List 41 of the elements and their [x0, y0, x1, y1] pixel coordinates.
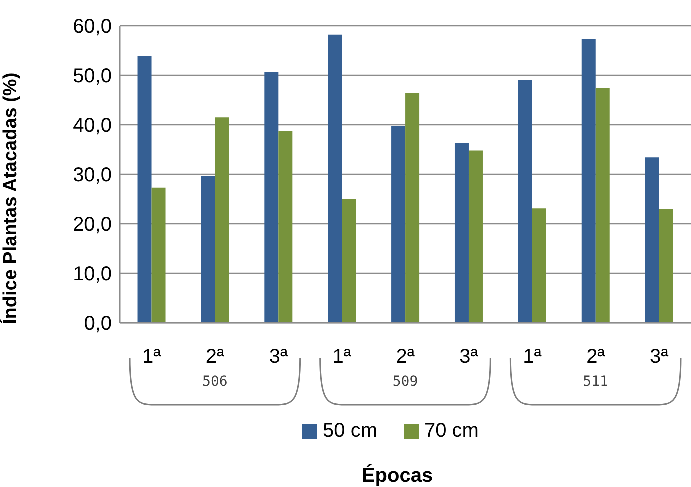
x-tick-label: 2ª — [206, 346, 226, 368]
y-tick-label: 20,0 — [73, 214, 112, 236]
y-tick-label: 60,0 — [73, 16, 112, 38]
bar — [342, 199, 356, 323]
text: 506 — [202, 374, 228, 390]
x-tick-label: 1ª — [332, 346, 352, 368]
x-tick-label: 3ª — [650, 346, 670, 368]
bar — [596, 88, 610, 323]
y-tick-label: 0,0 — [84, 313, 112, 336]
legend-label: 70 cm — [424, 420, 479, 443]
text: 509 — [392, 374, 418, 390]
x-tick-label: 2ª — [586, 346, 606, 368]
bar — [138, 56, 152, 323]
bar — [406, 93, 420, 323]
bar — [201, 176, 216, 323]
bar — [264, 72, 279, 323]
legend-label: 50 cm — [323, 420, 378, 443]
y-tick-label: 40,0 — [73, 115, 112, 138]
y-tick-label: 30,0 — [73, 164, 112, 187]
bar — [215, 118, 230, 323]
bar — [645, 158, 660, 323]
bar — [328, 34, 342, 323]
x-axis-title: Épocas — [362, 464, 434, 487]
bar — [454, 143, 469, 323]
y-tick-label: 50,0 — [73, 66, 112, 88]
bar — [468, 150, 483, 323]
bar — [152, 188, 166, 323]
bar — [582, 39, 596, 323]
x-tick-label: 2ª — [396, 346, 416, 368]
bar — [659, 209, 674, 323]
x-tick-label: 3ª — [269, 346, 288, 368]
y-tick-label: 10,0 — [73, 264, 112, 286]
bar — [518, 80, 532, 323]
text: 511 — [583, 374, 608, 390]
x-tick-label: 3ª — [460, 346, 479, 368]
x-tick-label: 1ª — [523, 346, 542, 368]
y-axis-title: Índice Plantas Atacadas (%) — [0, 72, 22, 324]
bar — [278, 130, 293, 323]
bar — [532, 208, 546, 323]
bar — [392, 126, 406, 323]
x-tick-label: 1ª — [142, 346, 162, 368]
